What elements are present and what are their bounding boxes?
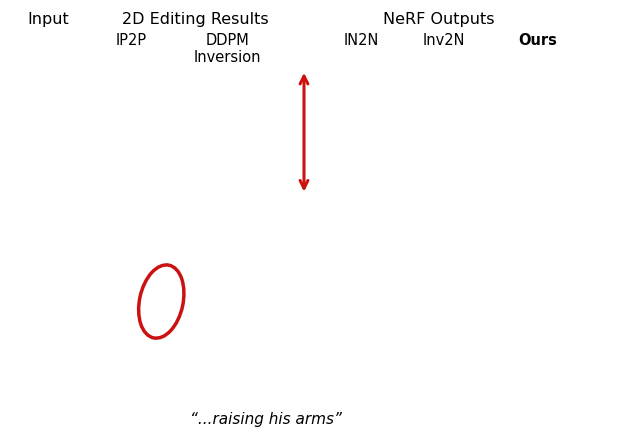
Text: Ours: Ours [518, 33, 557, 48]
Text: DDPM
Inversion: DDPM Inversion [193, 33, 261, 65]
Text: NeRF Outputs: NeRF Outputs [383, 12, 494, 27]
Text: “...raising his arms”: “...raising his arms” [189, 413, 342, 427]
Text: Input: Input [27, 12, 69, 27]
Text: IP2P: IP2P [116, 33, 147, 48]
Bar [0, 0, 640, 76]
Text: IN2N: IN2N [344, 33, 380, 48]
Text: 2D Editing Results: 2D Editing Results [122, 12, 269, 27]
FancyArrowPatch shape [300, 76, 308, 188]
Text: Inv2N: Inv2N [422, 33, 465, 48]
